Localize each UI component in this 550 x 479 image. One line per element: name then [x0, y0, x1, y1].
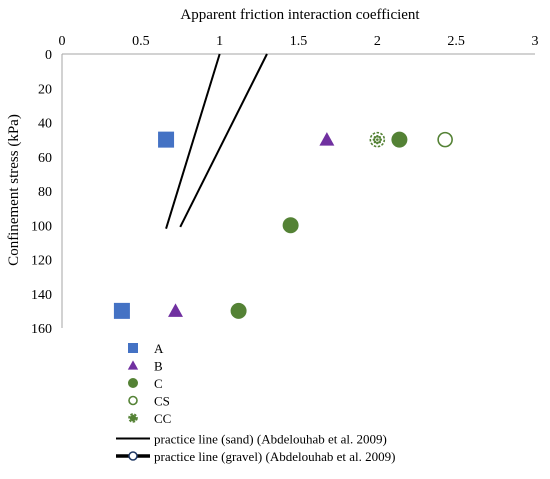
- x-tick-label: 1: [216, 34, 223, 49]
- y-axis-title: Confinement stress (kPa): [6, 114, 22, 266]
- marker-dot: [378, 135, 381, 139]
- legend-label-cc: CC: [154, 411, 171, 426]
- legend-label-c: C: [154, 376, 163, 391]
- data-point-cs: [437, 131, 453, 148]
- marker-dot: [372, 138, 376, 141]
- legend-line-marker: [128, 451, 138, 461]
- marker-dot: [133, 418, 136, 421]
- y-tick-label: 20: [38, 82, 52, 97]
- x-tick-label: 2: [374, 34, 381, 49]
- legend-label-cs: CS: [154, 394, 170, 409]
- practice-line-1: [165, 53, 221, 229]
- data-point-b: [319, 132, 335, 146]
- marker-dot: [379, 138, 382, 141]
- y-tick-label: 140: [31, 288, 52, 303]
- x-tick-label: 2.5: [447, 34, 465, 49]
- data-point-a: [113, 302, 130, 319]
- legend-marker-c: [128, 378, 138, 388]
- y-tick-label: 80: [38, 185, 52, 200]
- marker-dot: [130, 415, 133, 418]
- data-point-c: [391, 131, 408, 148]
- marker-dot: [376, 141, 379, 145]
- y-tick-label: 60: [38, 151, 52, 166]
- marker-dot: [373, 140, 377, 144]
- legend-marker-cc: [128, 413, 138, 423]
- y-tick-label: 120: [31, 254, 52, 269]
- marker-dot: [130, 418, 133, 421]
- x-tick-label: 0: [59, 34, 66, 49]
- x-tick-label: 1.5: [290, 34, 308, 49]
- marker-dot: [133, 415, 136, 418]
- y-tick-label: 100: [31, 219, 52, 234]
- data-point-b: [168, 303, 183, 317]
- legend-label-line-2: practice line (gravel) (Abdelouhab et al…: [154, 449, 395, 464]
- y-tick-label: 160: [31, 322, 52, 337]
- marker-dot: [376, 134, 379, 138]
- data-point-a: [158, 131, 175, 148]
- data-point-cc: [369, 131, 386, 148]
- legend-label-b: B: [154, 359, 163, 374]
- legend: ABC CS CC practice line (sand) (Abdelouhab …: [116, 341, 395, 464]
- plot-area: 0 0.5 1 1.5 2 2.5 3 0 20 40 60 80 100 120 140 160: [31, 34, 539, 337]
- marker-dot: [378, 140, 381, 144]
- data-point-c: [230, 302, 247, 319]
- legend-marker-b: [127, 360, 139, 370]
- legend-marker-a: [128, 343, 138, 353]
- x-tick-label: 3: [532, 34, 539, 49]
- data-point-c: [282, 217, 299, 234]
- legend-marker-cs: [128, 395, 138, 406]
- marker-dot: [373, 135, 377, 139]
- legend-label-a: A: [154, 341, 164, 356]
- x-tick-label: 0.5: [132, 34, 150, 49]
- y-tick-label: 0: [45, 48, 52, 63]
- legend-label-line-1: practice line (sand) (Abdelouhab et al. …: [154, 432, 387, 447]
- y-tick-label: 40: [38, 117, 52, 132]
- practice-line-2: [179, 53, 268, 228]
- marker-dot: [376, 138, 379, 141]
- x-axis-title: Apparent friction interaction coefficien…: [180, 7, 420, 23]
